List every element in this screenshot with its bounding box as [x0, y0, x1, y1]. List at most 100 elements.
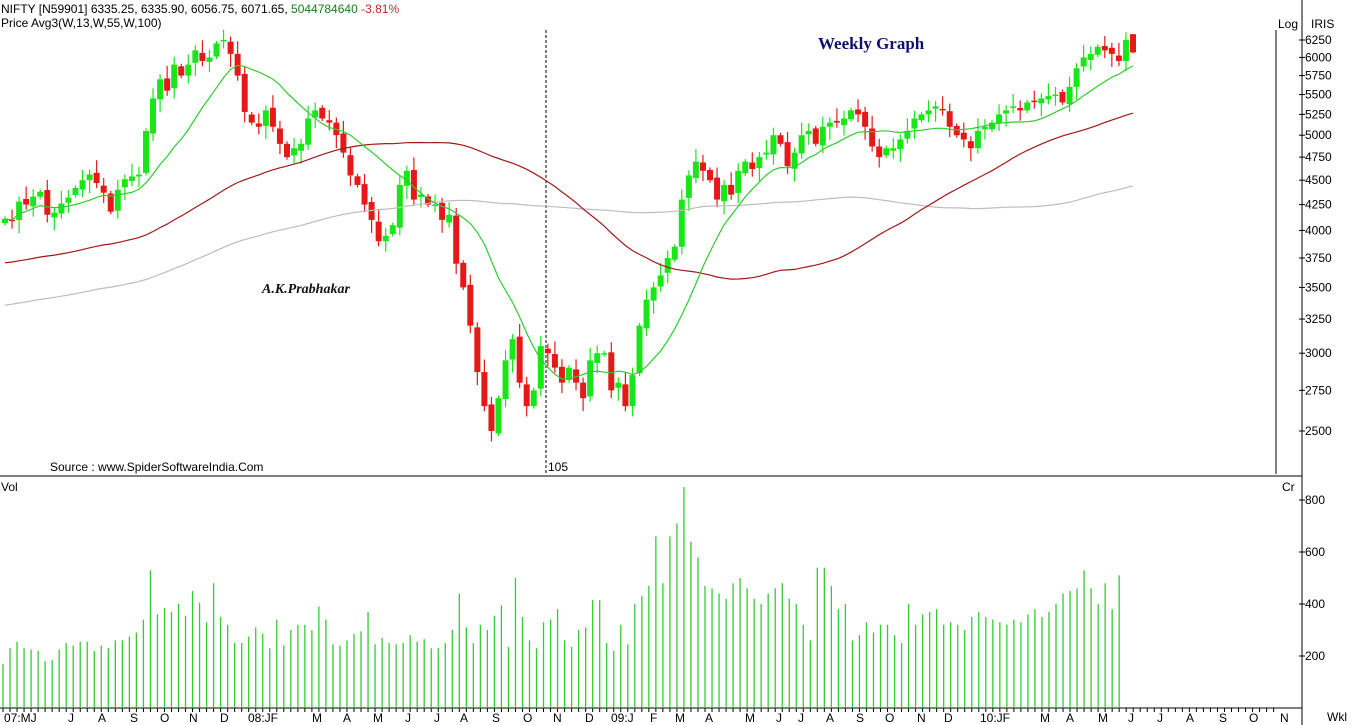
down-candle [946, 111, 953, 127]
log-scale-toggle[interactable]: Log [1278, 17, 1299, 31]
up-candle [566, 367, 572, 381]
up-candle [58, 203, 65, 214]
volume-tick-label: 800 [1305, 493, 1325, 507]
up-candle [918, 114, 925, 121]
time-axis-label: J [405, 711, 411, 725]
down-candle [558, 366, 565, 383]
down-candle [1059, 91, 1066, 103]
down-candle [23, 199, 30, 205]
up-candle [86, 174, 93, 181]
time-axis-label: J [1128, 711, 1134, 725]
down-candle [347, 155, 354, 176]
time-axis-label: J [776, 711, 782, 725]
down-candle [326, 120, 333, 123]
time-axis-label: M [1098, 711, 1108, 725]
brand-label: IRIS [1311, 17, 1335, 31]
down-candle [354, 176, 361, 185]
price-tick-label: 3750 [1305, 251, 1332, 265]
period-label[interactable]: Wkl [1327, 710, 1347, 724]
down-candle [178, 66, 185, 76]
time-axis-label: N [917, 711, 926, 725]
up-candle [848, 110, 854, 120]
source-credit: Source : www.SpiderSoftwareIndia.Com [50, 460, 264, 474]
volume-tick-label: 600 [1305, 545, 1325, 559]
up-candle [2, 218, 8, 224]
down-candle [1115, 55, 1122, 61]
up-candle [432, 204, 439, 207]
volume-unit-label: Cr [1282, 480, 1295, 494]
down-candle [876, 146, 883, 158]
up-candle [826, 122, 833, 127]
time-axis-label: O [1249, 711, 1258, 725]
up-candle [509, 339, 516, 360]
time-axis-label: A [343, 711, 351, 725]
up-candle [403, 170, 410, 186]
up-candle [981, 126, 988, 130]
up-candle [883, 148, 890, 156]
up-candle [840, 118, 847, 126]
up-candle [594, 353, 601, 363]
time-axis-label: 09:J [611, 711, 634, 725]
up-candle [79, 180, 86, 190]
down-candle [107, 193, 114, 212]
down-candle [460, 262, 467, 288]
up-candle [1024, 102, 1031, 111]
price-tick-label: 2500 [1305, 424, 1332, 438]
time-axis-label: S [130, 711, 138, 725]
up-candle [897, 139, 904, 150]
volume-value: 5044784640 [291, 2, 358, 16]
time-axis-label: S [492, 711, 500, 725]
up-candle [1073, 68, 1080, 87]
time-axis-label: M [675, 711, 685, 725]
symbol-quote-line: NIFTY [N59901] 6335.25, 6335.90, 6056.75… [1, 2, 399, 16]
time-axis-label: F [650, 711, 657, 725]
up-candle [1080, 57, 1087, 67]
time-axis-label: A [1186, 711, 1194, 725]
up-candle [143, 130, 149, 173]
down-candle [269, 107, 276, 127]
up-candle [128, 176, 135, 181]
up-candle [819, 126, 826, 146]
symbol-ohlc: NIFTY [N59901] 6335.25, 6335.90, 6056.75… [1, 2, 288, 16]
up-candle [1087, 53, 1094, 60]
time-axis-label: D [585, 711, 594, 725]
up-candle [1094, 46, 1101, 55]
up-candle [629, 375, 636, 407]
up-candle [171, 64, 178, 89]
up-candle [30, 196, 37, 207]
up-candle [1122, 40, 1129, 61]
up-candle [1010, 106, 1017, 108]
price-tick-label: 2750 [1305, 383, 1332, 397]
time-axis-label: 10:JF [980, 711, 1010, 725]
up-candle [51, 212, 58, 218]
cursor-marker-label: 105 [548, 460, 569, 474]
time-axis-label: M [1040, 711, 1050, 725]
down-candle [1017, 108, 1024, 111]
up-candle [206, 57, 213, 62]
price-tick-label: 3000 [1305, 346, 1332, 360]
up-candle [587, 360, 594, 397]
down-candle [869, 128, 876, 147]
time-axis-label: 07:MJ [4, 711, 37, 725]
down-candle [439, 202, 446, 220]
down-candle [573, 369, 580, 383]
up-candle [650, 287, 657, 301]
time-axis-label: D [944, 711, 953, 725]
down-candle [608, 352, 615, 391]
down-candle [425, 196, 431, 205]
up-candle [291, 148, 298, 156]
up-candle [1003, 110, 1010, 114]
down-candle [1101, 46, 1108, 51]
down-candle [699, 162, 706, 171]
down-candle [784, 142, 791, 167]
down-candle [361, 184, 368, 205]
change-percent: -3.81% [361, 2, 400, 16]
down-candle [855, 109, 862, 115]
time-axis-label: J [68, 711, 74, 725]
volume-panel-label: Vol [1, 480, 18, 494]
up-candle [1066, 86, 1073, 105]
up-candle [1038, 98, 1045, 104]
down-candle [622, 384, 629, 407]
down-candle [523, 384, 530, 407]
